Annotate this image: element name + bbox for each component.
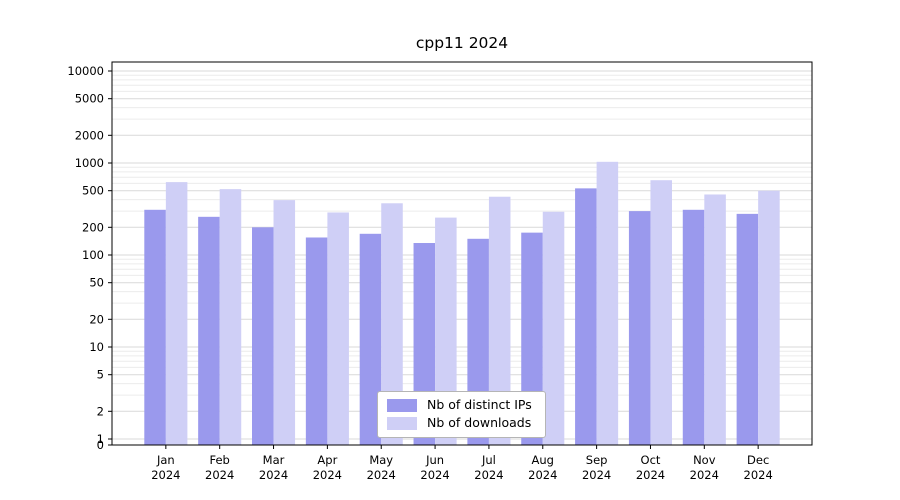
y-tick-label: 100 [82, 248, 104, 262]
y-tick-label: 5000 [75, 92, 104, 106]
x-tick-label-month: Aug [532, 453, 554, 467]
y-tick-label: 50 [89, 276, 104, 290]
y-tick-label: 500 [82, 184, 104, 198]
bar-downloads [327, 212, 349, 445]
x-tick-label-month: Jan [156, 453, 175, 467]
bar-downloads [435, 217, 457, 445]
bar-downloads [165, 182, 188, 445]
x-tick-label-month: Jul [481, 453, 496, 467]
y-tick-label: 0 [97, 438, 104, 452]
x-tick-label-year: 2024 [205, 468, 234, 482]
y-tick-label: 20 [89, 312, 104, 326]
legend: Nb of distinct IPs Nb of downloads [377, 391, 546, 438]
x-tick-label-month: Feb [210, 453, 230, 467]
x-tick-label-month: Jun [425, 453, 444, 467]
y-tick-label: 10000 [67, 64, 104, 78]
x-tick-label-year: 2024 [151, 468, 180, 482]
bar-downloads [273, 200, 296, 445]
bar-downloads [219, 189, 242, 445]
legend-item: Nb of downloads [387, 417, 536, 430]
bar-downloads [758, 190, 780, 445]
legend-label-downloads: Nb of downloads [427, 415, 532, 431]
legend-swatch-downloads [387, 417, 417, 430]
x-tick-label-year: 2024 [313, 468, 342, 482]
y-tick-label: 10 [89, 340, 104, 354]
bar-distinct-ips [305, 237, 328, 445]
bar-distinct-ips [252, 227, 274, 445]
x-tick-label-month: Mar [263, 453, 285, 467]
x-tick-label-year: 2024 [690, 468, 719, 482]
y-tick-label: 2000 [75, 128, 104, 142]
x-tick-label-year: 2024 [259, 468, 288, 482]
y-tick-label: 200 [82, 220, 104, 234]
bar-distinct-ips [736, 213, 759, 445]
x-tick-label-year: 2024 [420, 468, 449, 482]
bar-downloads [704, 194, 726, 445]
x-tick-label-year: 2024 [367, 468, 396, 482]
x-tick-label-month: Apr [317, 453, 337, 467]
x-tick-label-month: Oct [641, 453, 661, 467]
x-tick-label-year: 2024 [636, 468, 665, 482]
bar-distinct-ips [198, 216, 220, 445]
plot-frame [111, 61, 813, 446]
chart-title: cpp11 2024 [415, 34, 509, 52]
x-tick-label-year: 2024 [474, 468, 503, 482]
bar-distinct-ips [144, 209, 166, 445]
y-tick-label: 5 [97, 368, 104, 382]
legend-item: Nb of distinct IPs [387, 399, 536, 412]
x-tick-label-month: Sep [586, 453, 608, 467]
bar-distinct-ips [359, 233, 382, 445]
x-tick-label-month: Dec [747, 453, 769, 467]
bar-distinct-ips [682, 209, 705, 445]
y-tick-label: 1 [97, 432, 104, 446]
x-tick-label-month: Nov [693, 453, 716, 467]
bar-downloads [488, 196, 511, 445]
bar-downloads [381, 203, 403, 445]
x-tick-label-year: 2024 [528, 468, 557, 482]
legend-swatch-distinct-ips [387, 399, 417, 412]
y-tick-label: 2 [97, 404, 104, 418]
bar-distinct-ips [628, 211, 651, 445]
bar-downloads [650, 180, 672, 445]
bar-downloads [542, 211, 565, 445]
y-tick-label: 1000 [75, 156, 104, 170]
legend-label-distinct-ips: Nb of distinct IPs [427, 397, 532, 413]
bar-distinct-ips [575, 188, 597, 445]
x-tick-label-year: 2024 [744, 468, 773, 482]
x-tick-label-year: 2024 [582, 468, 611, 482]
x-tick-label-month: May [369, 453, 393, 467]
bar-downloads [596, 161, 619, 445]
